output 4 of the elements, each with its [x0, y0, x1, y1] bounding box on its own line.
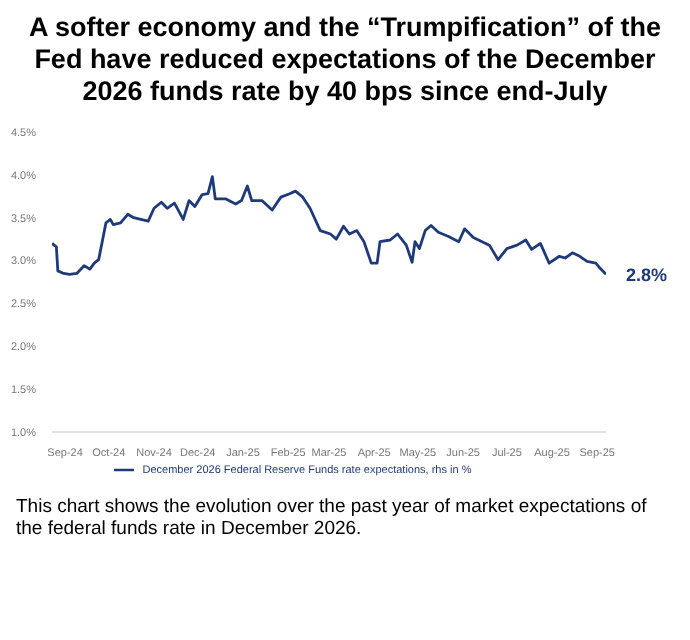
- chart-title: A softer economy and the “Trumpification” of the Fed have reduced expectations of the December 2026 funds rate by 40 bps since end-July: [26, 12, 664, 108]
- text: This chart shows the evolution over the past year of market expectations of the federal funds rate in December 2026.: [16, 496, 649, 540]
- annotation: 2.8%: [626, 264, 668, 285]
- line-series: [52, 175, 606, 276]
